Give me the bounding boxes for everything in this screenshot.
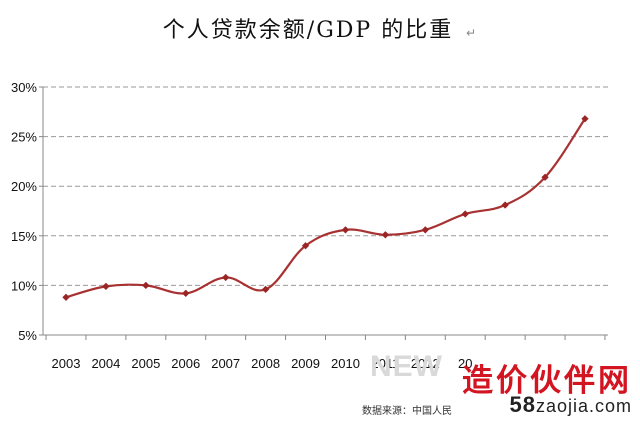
series-line-layer bbox=[65, 118, 586, 299]
data-point bbox=[102, 282, 110, 291]
data-point bbox=[501, 201, 509, 209]
x-tick-label: 2003 bbox=[52, 356, 81, 371]
x-tick-label: 2004 bbox=[91, 356, 120, 371]
data-point bbox=[301, 241, 310, 250]
x-tick-label: 2010 bbox=[331, 356, 360, 371]
data-points bbox=[62, 114, 589, 302]
data-point bbox=[381, 231, 390, 239]
y-tick-label: 15% bbox=[11, 229, 37, 244]
data-point bbox=[541, 173, 549, 182]
watermark-brand: 造价伙伴网 bbox=[462, 363, 632, 399]
x-tick-label: 2005 bbox=[131, 356, 160, 371]
y-tick-label: 25% bbox=[11, 130, 37, 145]
x-tick-label: 20 bbox=[458, 356, 472, 371]
y-tick-labels: 5% 10% 15% 20% 25% 30% bbox=[11, 80, 37, 343]
source-note: 数据来源：中国人民 bbox=[362, 406, 452, 417]
x-tick-labels: 2003 2004 2005 2006 2007 2008 2009 2010 2011 2012… bbox=[52, 356, 473, 371]
data-point bbox=[581, 114, 589, 123]
title-return-mark: ↵ bbox=[466, 26, 476, 40]
grid-lines bbox=[43, 86, 608, 286]
x-tick-label: 2009 bbox=[291, 356, 320, 371]
data-point bbox=[62, 293, 70, 302]
x-tick-label: 2011 bbox=[371, 356, 399, 371]
chart-title: 个人贷款余额/GDP 的比重 bbox=[163, 18, 453, 43]
x-tick-label: 2012 bbox=[411, 356, 440, 371]
data-point bbox=[421, 226, 430, 234]
data-point bbox=[461, 210, 469, 218]
watermark-url-prefix: 58 bbox=[509, 392, 536, 417]
x-tick-label: 2007 bbox=[211, 356, 240, 371]
watermark-url: 58zaojia.com bbox=[509, 392, 632, 418]
x-tick-label: 2008 bbox=[251, 356, 280, 371]
watermark-url-rest: zaojia.com bbox=[535, 396, 632, 416]
data-point bbox=[182, 289, 190, 298]
data-point bbox=[261, 285, 270, 294]
data-point bbox=[221, 273, 230, 282]
y-tick-label: 10% bbox=[11, 278, 37, 293]
faint-watermark: NEW bbox=[370, 350, 443, 383]
y-tick-label: 30% bbox=[11, 80, 37, 95]
x-tick-label: 2006 bbox=[171, 356, 200, 371]
data-point bbox=[142, 281, 150, 290]
series-line bbox=[65, 118, 586, 299]
y-tick-label: 5% bbox=[18, 328, 37, 343]
axes bbox=[39, 86, 608, 340]
data-point bbox=[341, 226, 350, 234]
y-tick-label: 20% bbox=[11, 179, 37, 194]
